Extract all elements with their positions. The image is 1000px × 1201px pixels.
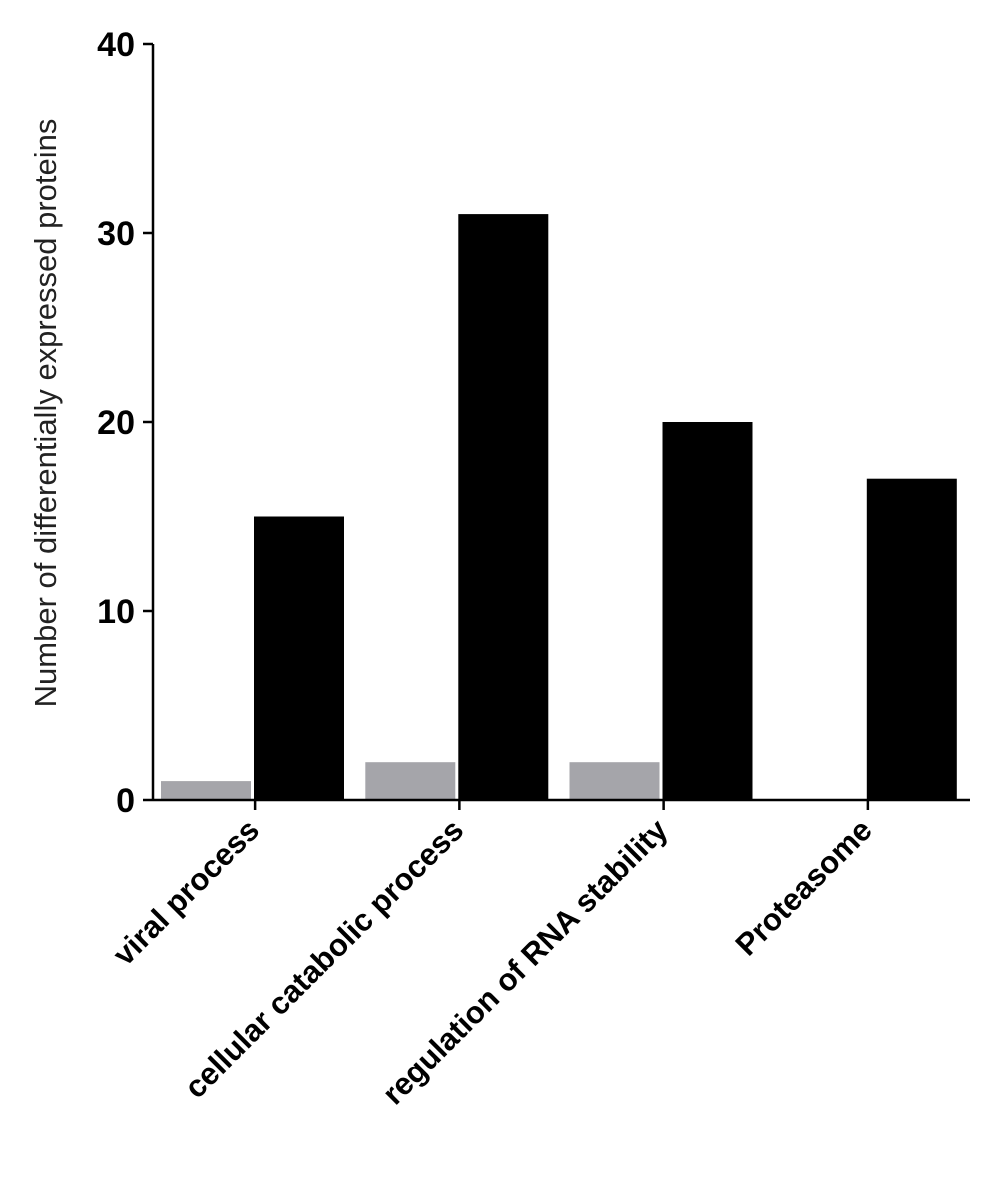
y-tick-label: 10	[97, 593, 135, 631]
bar-1-regulation-of-rna-stability	[569, 762, 660, 800]
y-tick-label: 0	[116, 782, 135, 820]
bar-2-regulation-of-rna-stability	[662, 422, 753, 800]
x-tick-label: Proteasome	[729, 812, 879, 962]
y-tick-label: 30	[97, 215, 135, 253]
y-axis-ticks: 0 10 20 30 40	[97, 26, 153, 820]
y-axis-title: Number of differentially expressed prote…	[28, 119, 63, 708]
y-tick-label: 20	[97, 404, 135, 442]
bar-2-cellular-catabolic-process	[458, 214, 549, 801]
bar-1-viral-process	[161, 781, 251, 800]
bars-group	[161, 214, 957, 801]
bar-2-viral-process	[254, 516, 344, 800]
bar-1-cellular-catabolic-process	[365, 762, 456, 800]
y-tick-label: 40	[97, 26, 135, 64]
bar-2-proteasome	[866, 478, 957, 800]
x-tick-label: viral process	[106, 812, 266, 972]
